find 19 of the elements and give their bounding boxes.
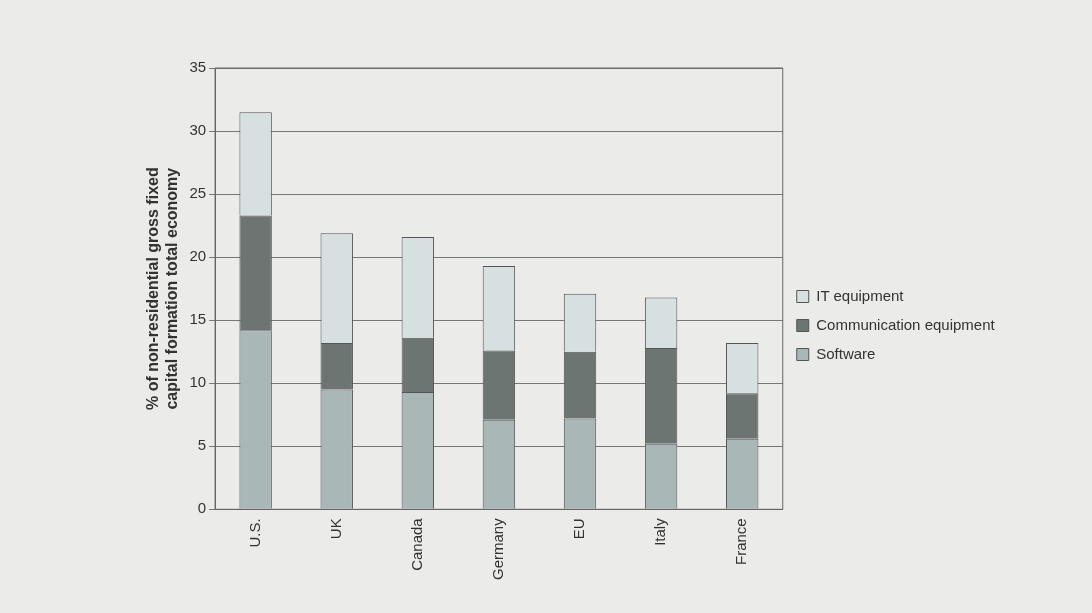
y-tick-label: 5 bbox=[197, 436, 207, 454]
x-tick-label: EU bbox=[570, 518, 588, 540]
legend-label: Communication equipment bbox=[816, 315, 996, 333]
x-tick-label: Germany bbox=[489, 517, 507, 580]
y-axis-title: % of non-residential gross fixed capital formation total economy bbox=[144, 167, 181, 411]
y-tick-label: 25 bbox=[189, 184, 207, 202]
x-tick-label: UK bbox=[326, 518, 344, 540]
y-tick-label: 20 bbox=[189, 247, 207, 265]
legend-label: IT equipment bbox=[816, 286, 905, 304]
y-tick-label: 15 bbox=[189, 310, 207, 328]
y-tick-label: 0 bbox=[197, 499, 207, 517]
y-tick-label: 35 bbox=[189, 58, 207, 76]
legend-label: Software bbox=[816, 344, 876, 362]
y-tick-label: 10 bbox=[189, 373, 207, 391]
x-tick-label: U.S. bbox=[245, 518, 263, 548]
y-tick-label: 30 bbox=[189, 121, 207, 139]
x-tick-label: France bbox=[732, 518, 750, 565]
x-tick-label: Italy bbox=[651, 517, 669, 546]
x-tick-label: Canada bbox=[407, 517, 425, 571]
